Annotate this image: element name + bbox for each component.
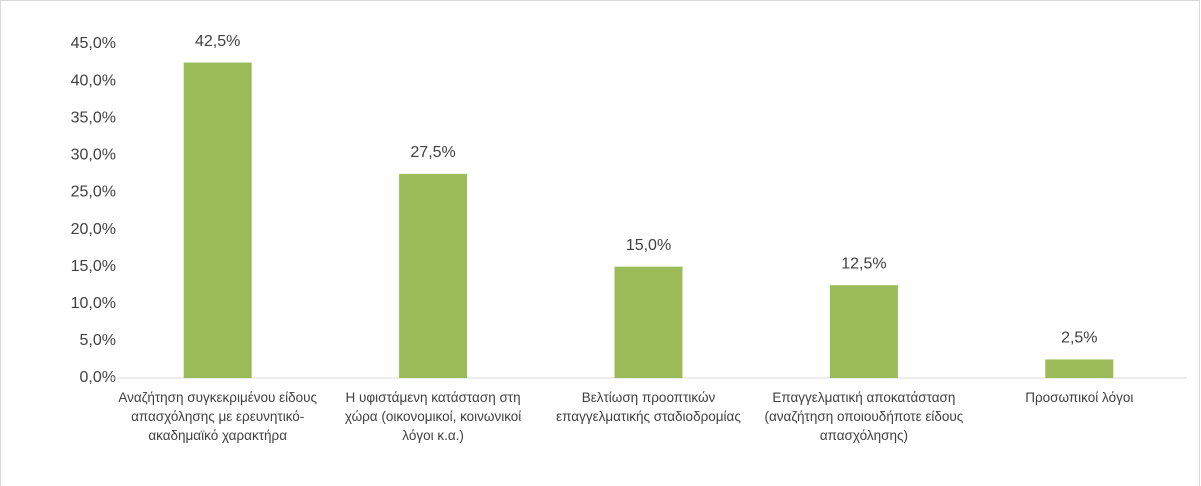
x-tick-label: Επαγγελματική αποκατάσταση (αναζήτηση οπ…	[764, 390, 964, 443]
x-tick-label-box: Προσωπικοί λόγοι	[1025, 390, 1134, 405]
x-tick-label: Αναζήτηση συγκεκριμένου είδους απασχόλησ…	[118, 390, 318, 443]
x-tick-label-box: Αναζήτηση συγκεκριμένου είδους απασχόλησ…	[118, 390, 318, 443]
y-tick-label: 30,0%	[71, 147, 116, 164]
y-tick-label: 0,0%	[80, 369, 116, 386]
y-tick-label: 5,0%	[80, 332, 116, 349]
y-tick-label: 10,0%	[71, 295, 116, 312]
y-tick-label: 35,0%	[71, 109, 116, 126]
data-label: 2,5%	[1061, 330, 1097, 347]
y-tick-label: 15,0%	[71, 258, 116, 275]
bar	[829, 285, 898, 378]
bar	[183, 62, 252, 379]
x-tick-label: Η υφιστάμενη κατάσταση στη χώρα (οικονομ…	[344, 390, 522, 443]
x-tick-label-box: Βελτίωση προοπτικών επαγγελματικής σταδι…	[556, 390, 741, 424]
y-tick-label: 45,0%	[71, 35, 116, 52]
data-label: 12,5%	[841, 255, 886, 272]
y-tick-label: 25,0%	[71, 184, 116, 201]
x-tick-label-box: Η υφιστάμενη κατάσταση στη χώρα (οικονομ…	[344, 390, 522, 443]
x-tick-label-box: Επαγγελματική αποκατάσταση (αναζήτηση οπ…	[764, 390, 964, 443]
x-tick-label: Βελτίωση προοπτικών επαγγελματικής σταδι…	[556, 390, 741, 424]
y-tick-label: 20,0%	[71, 221, 116, 238]
data-label: 42,5%	[195, 33, 240, 50]
bar	[1045, 359, 1114, 378]
bar	[399, 173, 468, 378]
y-tick-label: 40,0%	[71, 72, 116, 89]
bar	[614, 266, 683, 378]
x-tick-label: Προσωπικοί λόγοι	[1025, 390, 1134, 405]
data-label: 15,0%	[626, 237, 671, 254]
data-label: 27,5%	[410, 144, 455, 161]
